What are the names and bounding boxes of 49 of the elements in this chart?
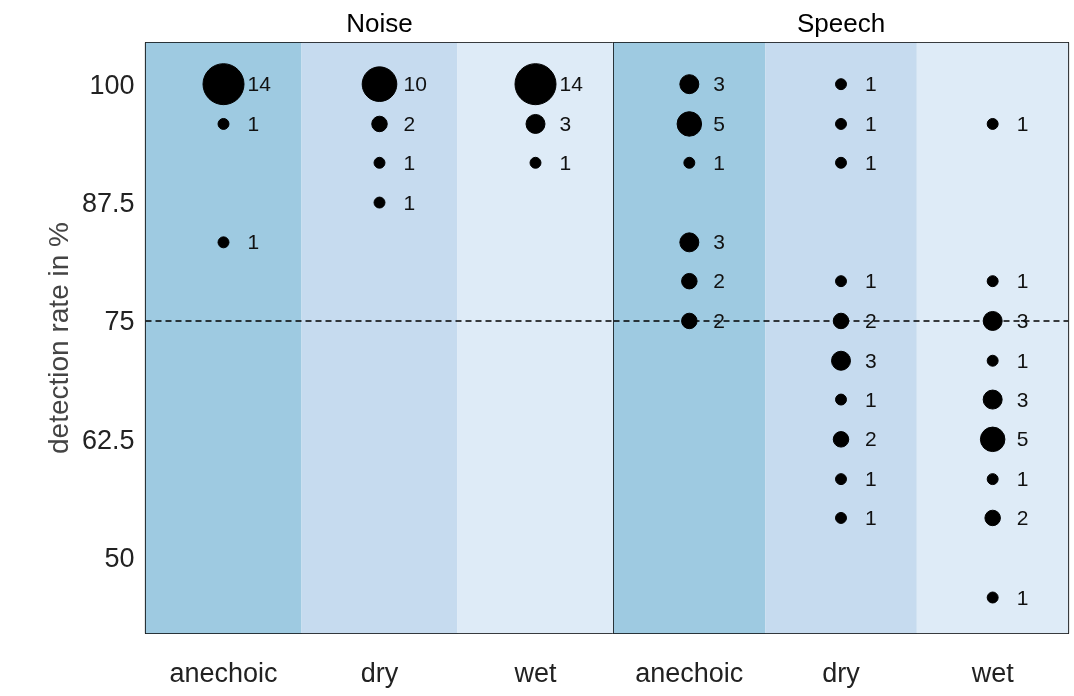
x-tick-label: dry <box>822 657 861 688</box>
data-label: 1 <box>865 111 877 135</box>
data-label: 3 <box>559 111 572 135</box>
data-label: 3 <box>713 230 726 254</box>
data-label: 1 <box>1016 269 1029 293</box>
data-label: 1 <box>865 150 877 174</box>
data-label: 14 <box>559 72 584 96</box>
chart-title: Speech <box>796 7 886 38</box>
x-tick-label: anechoic <box>635 657 744 688</box>
data-label: 2 <box>713 269 726 293</box>
data-label: 5 <box>713 111 726 135</box>
y-tick-label: 100 <box>89 69 135 100</box>
data-label: 1 <box>403 190 416 214</box>
x-tick-label: wet <box>970 657 1015 688</box>
data-label: 1 <box>865 505 877 529</box>
data-label: 1 <box>865 467 877 491</box>
data-label: 1 <box>1016 111 1029 135</box>
data-label: 3 <box>865 348 877 372</box>
data-label: 1 <box>403 150 416 174</box>
data-label: 1 <box>1016 467 1029 491</box>
data-label: 3 <box>713 72 726 96</box>
data-label: 1 <box>865 387 877 411</box>
data-label: 1 <box>1016 585 1029 609</box>
data-label: 5 <box>1016 427 1029 451</box>
data-label: 2 <box>403 111 416 135</box>
data-label: 3 <box>1016 387 1029 411</box>
y-tick-label: 62.5 <box>81 424 135 455</box>
x-tick-label: dry <box>360 657 399 688</box>
data-label: 1 <box>1016 348 1029 372</box>
x-tick-label: anechoic <box>169 657 278 688</box>
y-tick-label: 87.5 <box>81 188 135 219</box>
data-label: 2 <box>713 308 726 332</box>
data-label: 1 <box>247 230 260 254</box>
data-label: 1 <box>559 150 572 174</box>
y-tick-label: 75 <box>104 306 135 337</box>
x-tick-label: wet <box>513 657 558 688</box>
data-label: 1 <box>247 111 260 135</box>
y-axis-title: detection rate in % <box>42 222 74 454</box>
data-label: 2 <box>865 308 877 332</box>
data-label: 2 <box>865 427 877 451</box>
data-label: 1 <box>713 150 726 174</box>
chart-title: Noise <box>346 7 413 38</box>
data-label: 14 <box>247 72 272 96</box>
data-label: 3 <box>1016 308 1029 332</box>
data-label: 10 <box>403 72 427 96</box>
data-label: 1 <box>865 269 877 293</box>
y-tick-label: 50 <box>104 543 135 574</box>
data-label: 1 <box>865 72 877 96</box>
data-label: 2 <box>1016 505 1029 529</box>
